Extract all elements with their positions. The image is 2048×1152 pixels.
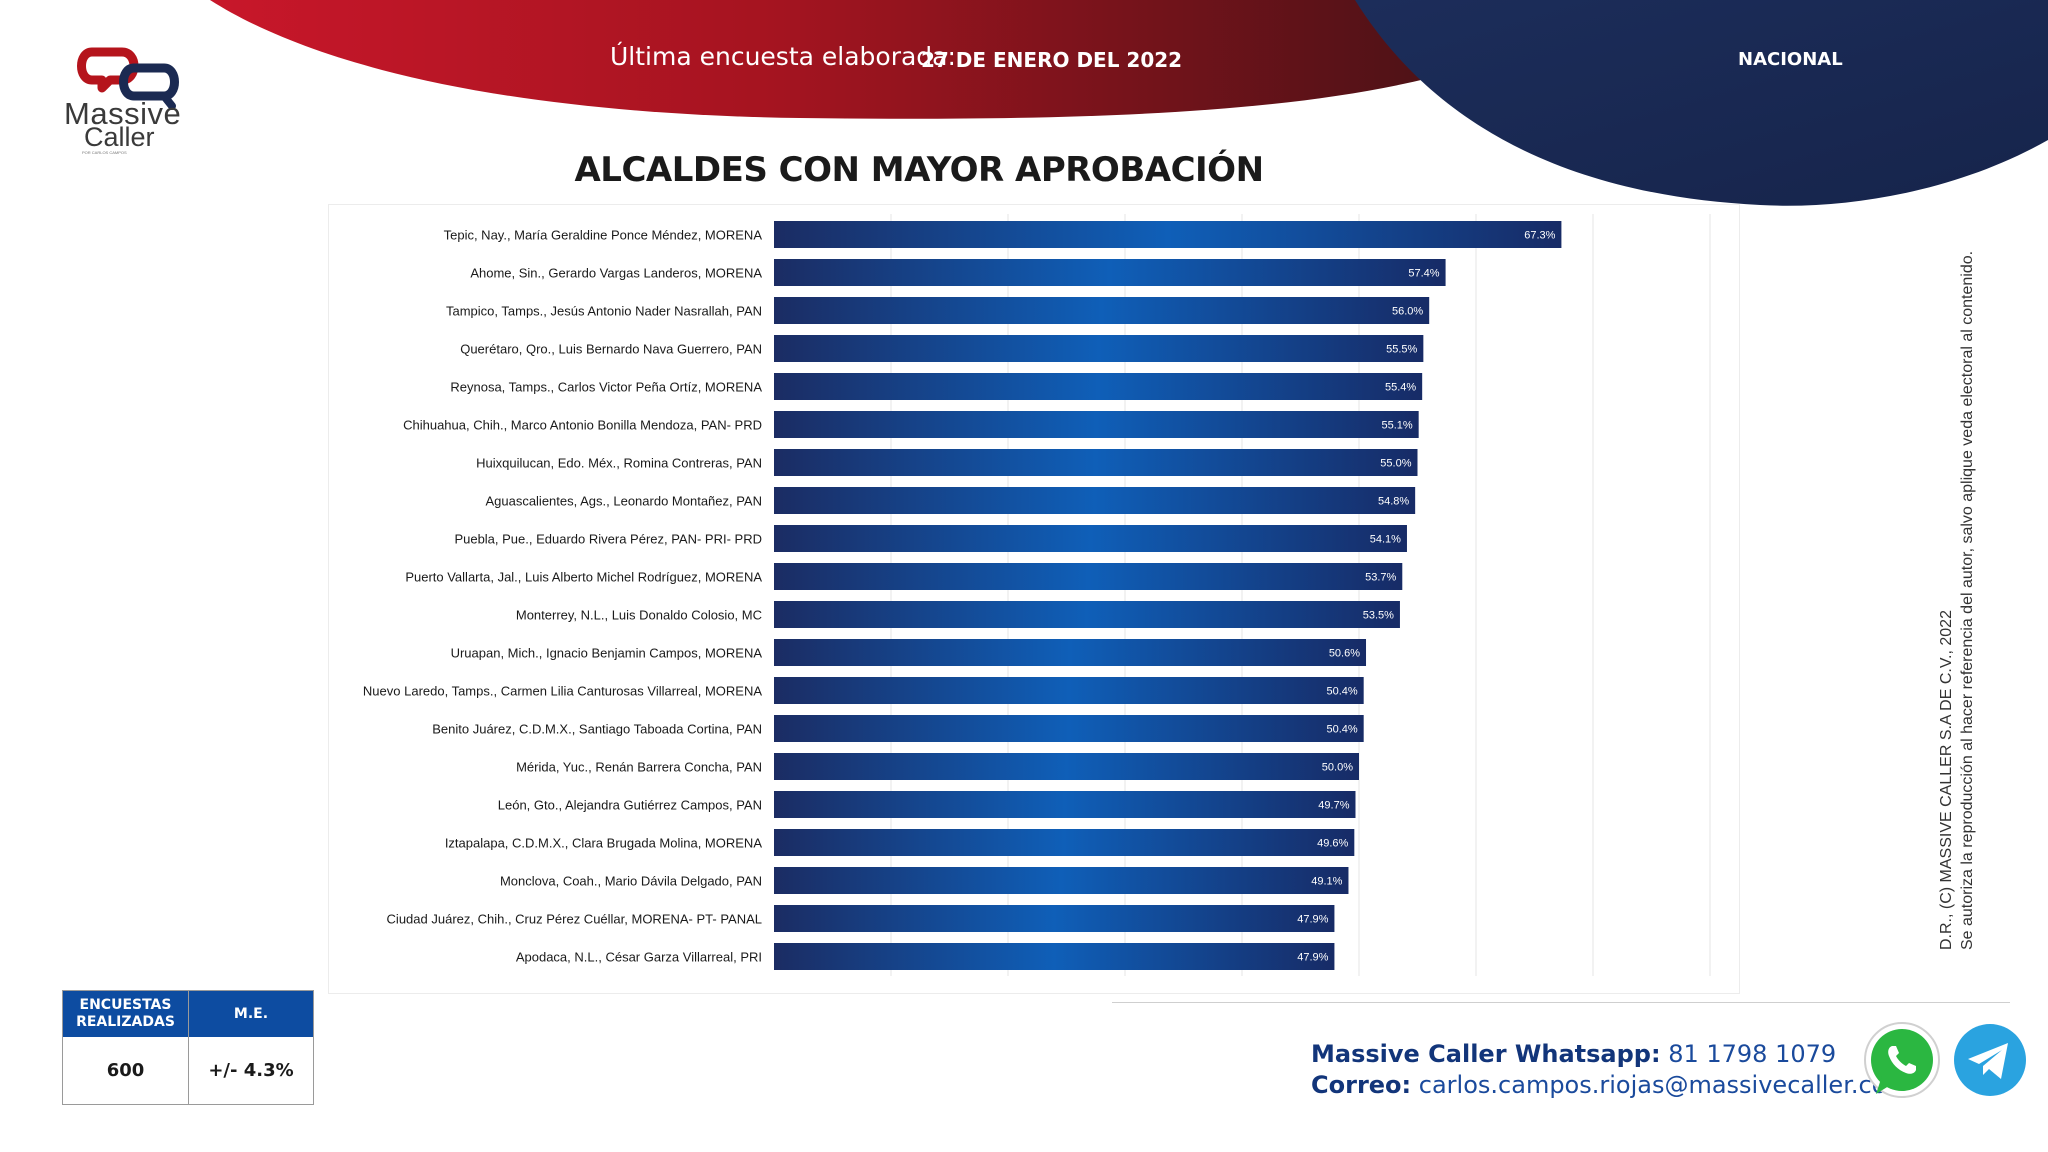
data-label: 55.5% [1386, 344, 1417, 356]
bar [774, 753, 1359, 780]
category-label: Uruapan, Mich., Ignacio Benjamin Campos,… [451, 646, 763, 661]
bar [774, 639, 1367, 666]
category-label: Benito Juárez, C.D.M.X., Santiago Taboad… [432, 722, 762, 737]
data-label: 55.4% [1385, 382, 1416, 394]
bar [774, 221, 1562, 248]
category-label: Tampico, Tamps., Jesús Antonio Nader Nas… [446, 304, 762, 319]
bar [774, 449, 1418, 476]
bar [774, 943, 1335, 970]
footer-divider [1112, 1002, 2010, 1003]
category-label: Tepic, Nay., María Geraldine Ponce Ménde… [444, 228, 763, 243]
data-label: 49.6% [1317, 838, 1348, 850]
category-label: Iztapalapa, C.D.M.X., Clara Brugada Moli… [445, 836, 763, 851]
category-label: Ciudad Juárez, Chih., Cruz Pérez Cuéllar… [387, 912, 762, 927]
margin-error-value: +/- 4.3% [208, 1060, 294, 1081]
bar [774, 905, 1335, 932]
category-label: León, Gto., Alejandra Gutiérrez Campos, … [498, 798, 762, 813]
bar [774, 563, 1403, 590]
data-label: 49.1% [1311, 876, 1342, 888]
data-label: 54.8% [1378, 496, 1409, 508]
data-label: 57.4% [1408, 268, 1439, 280]
category-label: Puebla, Pue., Eduardo Rivera Pérez, PAN-… [454, 532, 762, 547]
surveys-header: ENCUESTAS REALIZADAS [63, 991, 188, 1037]
data-label: 50.0% [1322, 762, 1353, 774]
surveys-value: 600 [106, 1060, 145, 1081]
whatsapp-icon[interactable] [1862, 1020, 1942, 1104]
category-label: Monclova, Coah., Mario Dávila Delgado, P… [500, 874, 762, 889]
bar [774, 601, 1400, 628]
category-label: Nuevo Laredo, Tamps., Carmen Lilia Cantu… [363, 684, 762, 699]
bar [774, 335, 1424, 362]
copyright-notice: D.R., (C) MASSIVE CALLER S.A DE C.V., 20… [1936, 150, 1978, 950]
bar [774, 297, 1430, 324]
chart-gridlines [890, 214, 1711, 976]
category-label: Monterrey, N.L., Luis Donaldo Colosio, M… [516, 608, 762, 623]
survey-date-label: Última encuesta elaborada: [610, 42, 956, 71]
category-label: Mérida, Yuc., Renán Barrera Concha, PAN [516, 760, 762, 775]
data-label: 50.4% [1326, 686, 1357, 698]
bar [774, 829, 1355, 856]
email-label: Correo: [1311, 1071, 1412, 1099]
category-label: Huixquilucan, Edo. Méx., Romina Contrera… [476, 456, 762, 471]
survey-stats-table: ENCUESTAS REALIZADAS M.E. 600 +/- 4.3% [62, 990, 314, 1105]
stats-divider [188, 991, 189, 1104]
chart-title: ALCALDES CON MAYOR APROBACIÓN [574, 150, 1264, 190]
category-label: Apodaca, N.L., César Garza Villarreal, P… [516, 950, 762, 965]
data-label: 55.0% [1380, 458, 1411, 470]
margin-error-header: M.E. [189, 991, 313, 1037]
bar [774, 487, 1416, 514]
bar [774, 411, 1419, 438]
category-label: Puerto Vallarta, Jal., Luis Alberto Mich… [405, 570, 762, 585]
region-label: NACIONAL [1738, 49, 1843, 70]
category-label: Reynosa, Tamps., Carlos Victor Peña Ortí… [450, 380, 762, 395]
data-label: 47.9% [1297, 914, 1328, 926]
email-address[interactable]: carlos.campos.riojas@massivecaller.com [1418, 1071, 1910, 1099]
data-label: 56.0% [1392, 306, 1423, 318]
massive-caller-logo [77, 47, 179, 110]
logo-tagline: POR CARLOS CAMPOS [82, 150, 127, 155]
copyright-line-2: Se autoriza la reproducción al hacer ref… [1959, 250, 1976, 950]
bar [774, 677, 1364, 704]
copyright-line-1: D.R., (C) MASSIVE CALLER S.A DE C.V., 20… [1938, 610, 1955, 950]
data-label: 50.6% [1329, 648, 1360, 660]
data-label: 54.1% [1370, 534, 1401, 546]
bar [774, 867, 1349, 894]
data-label: 55.1% [1381, 420, 1412, 432]
red-header-arc [210, 0, 1460, 119]
data-label: 53.5% [1363, 610, 1394, 622]
data-label: 53.7% [1365, 572, 1396, 584]
approval-bar-chart: Tepic, Nay., María Geraldine Ponce Ménde… [363, 214, 1711, 976]
whatsapp-label: Massive Caller Whatsapp: [1311, 1040, 1661, 1068]
category-label: Aguascalientes, Ags., Leonardo Montañez,… [485, 494, 762, 509]
survey-date: 27 DE ENERO DEL 2022 [921, 48, 1183, 72]
bar [774, 525, 1407, 552]
data-label: 50.4% [1326, 724, 1357, 736]
bar [774, 791, 1356, 818]
whatsapp-contact: Massive Caller Whatsapp: 81 1798 1079 [1311, 1040, 1836, 1068]
chart-bars: Tepic, Nay., María Geraldine Ponce Ménde… [363, 221, 1562, 970]
logo-wordmark-caller: Caller [84, 122, 155, 152]
category-label: Chihuahua, Chih., Marco Antonio Bonilla … [403, 418, 762, 433]
data-label: 49.7% [1318, 800, 1349, 812]
bar [774, 259, 1446, 286]
bar [774, 373, 1423, 400]
navy-header-arc [1355, 0, 2048, 206]
email-contact: Correo: carlos.campos.riojas@massivecall… [1311, 1071, 1910, 1099]
category-label: Querétaro, Qro., Luis Bernardo Nava Guer… [460, 342, 762, 357]
telegram-icon[interactable] [1952, 1022, 2028, 1098]
whatsapp-number[interactable]: 81 1798 1079 [1668, 1040, 1837, 1068]
bar [774, 715, 1364, 742]
data-label: 47.9% [1297, 952, 1328, 964]
data-label: 67.3% [1524, 230, 1555, 242]
logo-wordmark-massive: Massive [64, 96, 182, 131]
category-label: Ahome, Sin., Gerardo Vargas Landeros, MO… [470, 266, 762, 281]
